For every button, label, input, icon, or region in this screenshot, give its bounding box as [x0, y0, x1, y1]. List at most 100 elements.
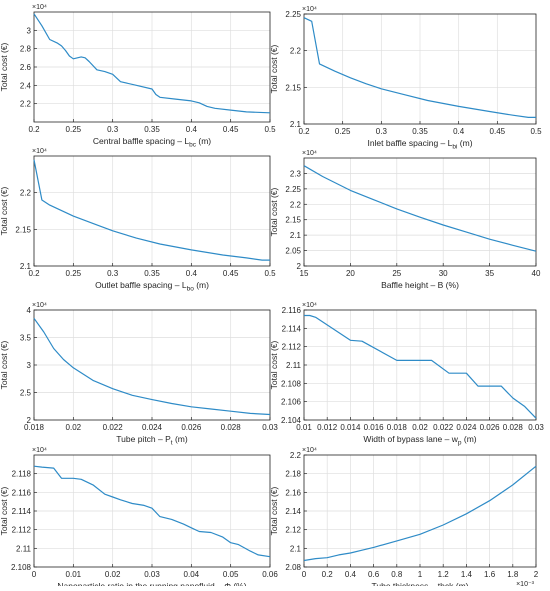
x-axis-label-subscript: t — [171, 440, 173, 447]
y-tick-label: 2.8 — [20, 45, 32, 54]
x-tick-label: 0.35 — [412, 127, 428, 136]
series-line — [33, 13, 271, 114]
subplot-5: 0.018 0.02 0.022 0.024 0.026 0.028 0.03 2 2.5 3 3.… — [0, 302, 278, 447]
x-tick-label: 0.022 — [433, 423, 454, 432]
x-tick-label: 0.014 — [340, 423, 361, 432]
y-axis-label: Total cost (€) — [269, 341, 279, 390]
x-tick-label: 0.5 — [264, 269, 276, 278]
y-tick-label: 2.15 — [285, 83, 301, 92]
x-tick-label: 20 — [346, 269, 355, 278]
y-axis-label: Total cost (€) — [269, 45, 279, 94]
x-axis-label: Outlet baffle spacing – Lbo (m) — [95, 280, 209, 293]
y-exponent-label: ×10⁴ — [32, 4, 47, 11]
y-tick-label: 2.2 — [20, 100, 32, 109]
y-tick-label: 2.4 — [20, 81, 32, 90]
x-tick-label: 0.2 — [28, 269, 40, 278]
x-tick-label: 0.02 — [66, 423, 82, 432]
y-exponent-label: ×10⁴ — [32, 302, 47, 309]
x-tick-label: 0.05 — [223, 570, 239, 579]
x-axis-label-unit: (m) — [462, 434, 477, 444]
y-axis-label: Total cost (€) — [0, 187, 9, 236]
y-exponent-label: ×10⁴ — [302, 302, 317, 309]
y-tick-label: 2.3 — [290, 169, 302, 178]
x-tick-label: 0.45 — [223, 269, 239, 278]
x-axis-label-main: Tube pitch – P — [116, 434, 171, 444]
y-tick-label: 2.05 — [285, 247, 301, 256]
x-tick-label: 0.03 — [144, 570, 160, 579]
x-tick-label: 0.02 — [105, 570, 121, 579]
y-exponent-label: ×10⁴ — [302, 6, 317, 13]
y-tick-label: 2.25 — [285, 10, 301, 19]
x-tick-label: 0.06 — [262, 570, 278, 579]
y-axis-label: Total cost (€) — [0, 487, 9, 536]
x-axis-label-main: Baffle height – B (%) — [381, 280, 459, 290]
x-axis-label-main: Width of bypass lane – w — [363, 434, 458, 444]
y-tick-label: 2.2 — [290, 451, 302, 460]
y-tick-label: 2.1 — [290, 544, 302, 553]
x-tick-label: 0.45 — [223, 125, 239, 134]
y-tick-label: 2.106 — [281, 398, 302, 407]
series-line — [33, 317, 271, 416]
y-tick-label: 2.25 — [285, 185, 301, 194]
x-tick-label: 0.2 — [322, 570, 334, 579]
x-axis-label: Inlet baffle spacing – Lbi (m) — [367, 138, 472, 151]
x-tick-label: 0.03 — [528, 423, 544, 432]
y-axis-label: Total cost (€) — [0, 341, 9, 390]
x-tick-label: 0 — [32, 570, 37, 579]
x-tick-label: 0.028 — [503, 423, 524, 432]
y-tick-label: 2.12 — [285, 526, 301, 535]
x-exponent-label: ×10⁻³ — [516, 581, 535, 586]
x-tick-label: 0.6 — [368, 570, 380, 579]
y-tick-label: 2.18 — [285, 470, 301, 479]
x-tick-label: 0.2 — [28, 125, 40, 134]
x-tick-label: 30 — [439, 269, 448, 278]
x-tick-label: 0.8 — [391, 570, 403, 579]
y-tick-label: 2.14 — [285, 507, 301, 516]
y-tick-label: 2.2 — [20, 189, 32, 198]
y-tick-label: 2.1 — [290, 231, 302, 240]
x-tick-label: 0.2 — [298, 127, 310, 136]
series-line — [33, 465, 271, 558]
x-axis-label-main: Tube thickness – thck (m) — [372, 581, 469, 586]
x-tick-label: 0.45 — [490, 127, 506, 136]
y-tick-label: 2.15 — [15, 225, 31, 234]
x-tick-label: 0.5 — [264, 125, 276, 134]
y-tick-label: 2.104 — [281, 416, 302, 425]
x-axis-label-subscript: bc — [189, 142, 197, 149]
x-axis-label: Tube thickness – thck (m) — [372, 581, 469, 586]
subplot-8: 0 0.2 0.4 0.6 0.8 1 1.2 1.4 1.6 1.8 2 2.08 2.1 2.12 2.… — [269, 447, 539, 591]
x-tick-label: 0.022 — [103, 423, 124, 432]
y-tick-label: 2.108 — [281, 379, 302, 388]
y-exponent-label: ×10⁴ — [302, 447, 317, 454]
x-axis-label-subscript: p — [458, 440, 462, 447]
x-tick-label: 0.018 — [387, 423, 408, 432]
x-tick-label: 0.35 — [144, 125, 160, 134]
y-tick-label: 2.108 — [11, 563, 32, 572]
x-tick-label: 0.25 — [335, 127, 351, 136]
x-tick-label: 0.024 — [142, 423, 163, 432]
x-axis-label-main: Outlet baffle spacing – L — [95, 280, 187, 290]
y-tick-label: 2.118 — [12, 470, 32, 479]
subplot-4: 15 20 25 30 35 40 2 2.05 2.1 2.15 2.2 2.25 2.3 ×10⁴ To… — [269, 150, 541, 290]
y-tick-label: 2 — [27, 416, 32, 425]
x-axis-label: Baffle height – B (%) — [381, 280, 459, 290]
series-line — [304, 314, 537, 419]
y-tick-label: 2.5 — [20, 389, 32, 398]
x-tick-label: 0.026 — [480, 423, 501, 432]
y-tick-label: 4 — [27, 306, 32, 315]
x-tick-label: 0.4 — [186, 269, 198, 278]
x-axis-label: Central baffle spacing – Lbc (m) — [93, 136, 211, 149]
y-tick-label: 2.2 — [290, 200, 302, 209]
y-tick-label: 2.116 — [12, 488, 32, 497]
x-tick-label: 0.3 — [376, 127, 388, 136]
y-tick-label: 2.116 — [282, 306, 302, 315]
subplot-3: 0.2 0.25 0.3 0.35 0.4 0.45 0.5 2.1 2.15 2.2 ×10⁴ To… — [0, 148, 276, 293]
x-tick-label: 0.03 — [262, 423, 278, 432]
y-tick-label: 2.11 — [16, 544, 32, 553]
x-tick-label: 1.8 — [507, 570, 519, 579]
y-tick-label: 2.11 — [286, 361, 302, 370]
x-axis-label-unit: (m) — [194, 280, 209, 290]
y-axis-label: Total cost (€) — [269, 487, 279, 536]
x-tick-label: 0.25 — [66, 269, 82, 278]
